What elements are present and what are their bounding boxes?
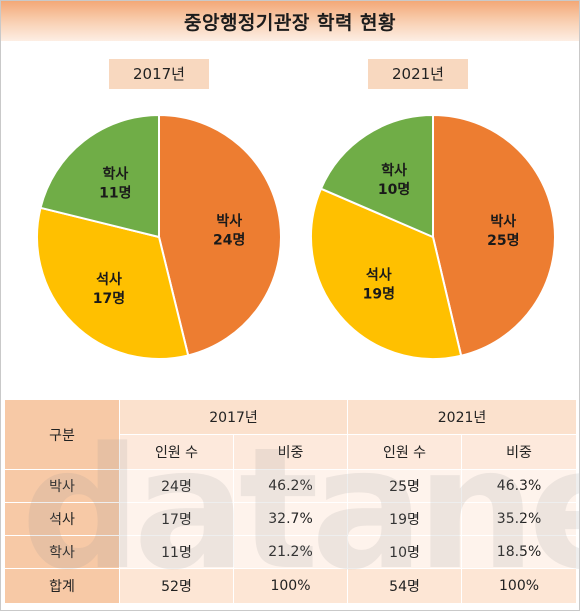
table-cell: 52명	[119, 568, 234, 604]
education-table: 구분 2017년 2021년 인원 수 비중 인원 수 비중 박사 24명 46…	[4, 399, 578, 604]
table-cell: 100%	[232, 568, 349, 604]
slice-value-label: 24명	[213, 231, 245, 248]
table-cell: 100%	[461, 568, 578, 604]
slice-label: 박사	[490, 213, 516, 230]
table-corner-header: 구분	[4, 399, 120, 470]
table-subheader: 비중	[232, 434, 349, 470]
slice-value-label: 10명	[378, 181, 410, 198]
table-cell: 32.7%	[232, 502, 349, 536]
pie-slice-학사	[39, 113, 160, 239]
table-cell: 25명	[347, 469, 463, 503]
pie-slice-박사	[432, 113, 556, 357]
row-label: 합계	[4, 568, 120, 604]
title-bar: 중앙행정기관장 학력 현황	[1, 1, 579, 41]
table-row: 학사 11명 21.2% 10명 18.5%	[4, 535, 578, 569]
pie-slice-석사	[310, 187, 463, 360]
slice-label: 석사	[366, 267, 392, 283]
table-year-header: 2021년	[347, 399, 578, 435]
pie-slice-박사	[158, 113, 282, 357]
row-label: 석사	[4, 502, 120, 536]
table-cell: 17명	[119, 502, 234, 536]
table-subheader: 인원 수	[119, 434, 234, 470]
slice-label: 박사	[216, 212, 242, 229]
slice-label: 학사	[102, 166, 128, 182]
slice-label: 학사	[381, 163, 407, 179]
table-total-row: 합계 52명 100% 54명 100%	[4, 568, 578, 604]
table-cell: 21.2%	[232, 535, 349, 569]
table-cell: 19명	[347, 502, 463, 536]
table-subheader: 인원 수	[347, 434, 463, 470]
slice-value-label: 19명	[363, 285, 395, 302]
table-cell: 46.2%	[232, 469, 349, 503]
slice-label: 석사	[96, 272, 122, 288]
slice-value-label: 17명	[93, 290, 125, 307]
row-label: 박사	[4, 469, 120, 503]
table-cell: 35.2%	[461, 502, 578, 536]
table-cell: 46.3%	[461, 469, 578, 503]
page-title: 중앙행정기관장 학력 현황	[183, 12, 396, 34]
table-cell: 54명	[347, 568, 463, 604]
table-row: 박사 24명 46.2% 25명 46.3%	[4, 469, 578, 503]
slice-value-label: 25명	[487, 232, 519, 249]
table-cell: 11명	[119, 535, 234, 569]
table-year-header: 2017년	[118, 399, 349, 435]
row-label: 학사	[4, 535, 120, 569]
table-subheader: 비중	[461, 434, 578, 470]
slice-value-label: 11명	[99, 184, 131, 201]
table-cell: 10명	[347, 535, 463, 569]
table-row: 석사 17명 32.7% 19명 35.2%	[4, 502, 578, 536]
pie-slice-학사	[319, 113, 434, 239]
pie-2021-title: 2021년	[368, 59, 468, 89]
pie-slice-석사	[36, 206, 190, 360]
table-cell: 18.5%	[461, 535, 578, 569]
table-cell: 24명	[119, 469, 234, 503]
pie-2017-title: 2017년	[109, 59, 209, 89]
